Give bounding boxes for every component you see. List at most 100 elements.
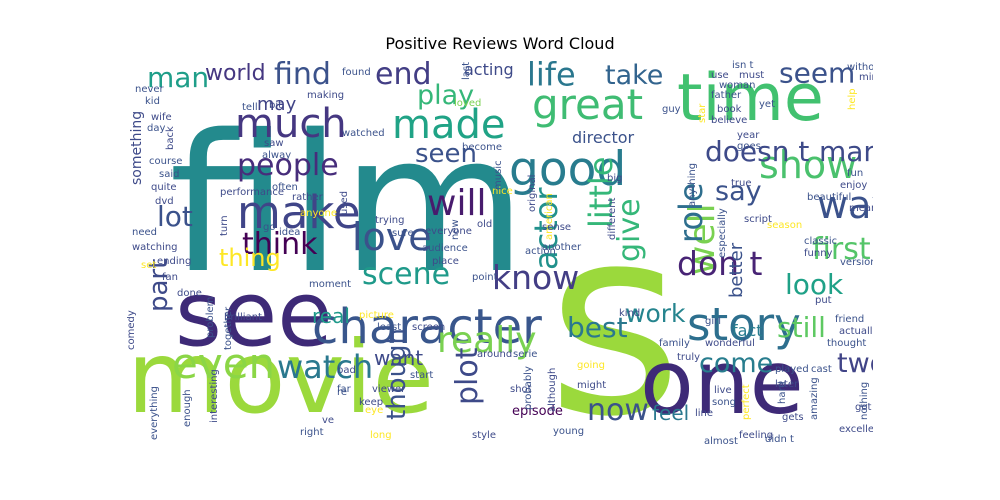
word-alway: alway	[262, 150, 291, 161]
word-fact: fact	[732, 321, 763, 340]
word-though: though	[382, 328, 412, 420]
word-song: song	[712, 397, 736, 408]
word-see: see	[175, 262, 333, 367]
word-amazing: amazing	[809, 377, 820, 420]
word-time: time	[677, 61, 824, 136]
word-director: director	[572, 128, 635, 147]
word-action: action	[525, 246, 556, 257]
word-really: really	[437, 320, 537, 361]
word-got: got	[855, 402, 871, 413]
word-bad: bad	[337, 365, 356, 376]
word-now: now	[587, 393, 649, 428]
word-live: live	[714, 385, 732, 396]
word-plot: plot	[450, 347, 485, 405]
word-ve: ve	[322, 415, 334, 426]
word-goes: goes	[737, 141, 761, 152]
word-first: first	[812, 232, 871, 267]
word-world: world	[205, 61, 266, 86]
word-nothing: nothing	[859, 382, 870, 420]
word-interesting: interesting	[209, 369, 220, 423]
word-everything: everything	[149, 386, 160, 440]
word-well: well	[682, 203, 723, 275]
word-day: day	[147, 123, 165, 134]
word-moment: moment	[309, 279, 351, 290]
word-rather: rather	[292, 192, 324, 203]
chart-title: Positive Reviews Word Cloud	[385, 34, 615, 53]
word-year: year	[737, 130, 760, 141]
word-making: making	[307, 90, 344, 101]
word-set: set	[141, 260, 156, 271]
word-probably: probably	[523, 366, 534, 410]
word-friend: friend	[835, 314, 864, 325]
word-re: re	[337, 387, 347, 398]
word-mean: mean	[849, 203, 873, 214]
word-film: film	[169, 94, 527, 315]
word-people: people	[237, 148, 339, 183]
word-style: style	[472, 430, 496, 441]
word-use: use	[711, 70, 729, 81]
word-better: better	[726, 242, 747, 298]
word-real: real	[312, 304, 350, 328]
word-line: line	[695, 408, 713, 419]
word-watching: watching	[132, 242, 178, 253]
word-turn: turn	[219, 215, 230, 236]
word-guy: guy	[662, 104, 681, 115]
word-best: best	[567, 311, 628, 344]
word-version: version	[840, 257, 873, 268]
word-become: become	[462, 142, 502, 153]
word-one: one	[640, 331, 804, 434]
word-start: start	[410, 370, 433, 381]
word-still: still	[777, 311, 826, 344]
word-young: young	[553, 426, 584, 437]
word-give: give	[612, 198, 647, 262]
word-episode: episode	[512, 404, 563, 419]
word-said: said	[159, 169, 179, 180]
word-say: say	[715, 176, 762, 207]
word-s: s	[547, 172, 682, 460]
word-make: make	[237, 186, 361, 239]
word-thought: thought	[827, 338, 866, 349]
word-found: found	[342, 67, 371, 78]
word-bit: bit	[269, 100, 282, 111]
word-actually: actually	[839, 326, 873, 337]
word-comedy: comedy	[127, 310, 137, 350]
word-don-t: don t	[677, 244, 763, 283]
word-new: new	[450, 219, 461, 240]
word-need: need	[132, 227, 157, 238]
word-anyone: anyone	[300, 208, 337, 219]
word-find: find	[274, 60, 331, 92]
word-old: old	[477, 219, 492, 230]
word-around: around	[477, 349, 512, 360]
word-original: original	[527, 175, 538, 212]
word-put: put	[815, 295, 832, 306]
word-back: back	[165, 126, 176, 150]
word-eye: eye	[365, 405, 383, 416]
word-beautiful: beautiful	[807, 192, 851, 203]
word-without: without	[847, 62, 873, 73]
word-may: may	[257, 94, 297, 115]
word-brilliant: brilliant	[224, 312, 262, 323]
word-big: big	[607, 173, 622, 184]
word-nice: nice	[492, 186, 513, 197]
word-point: point	[472, 272, 498, 283]
word-movie: movie	[127, 319, 434, 436]
word-problem: problem	[205, 297, 216, 338]
word-actor: actor	[527, 187, 565, 270]
word-little: little	[582, 157, 620, 228]
word-isn-t: isn t	[732, 60, 754, 71]
word-mind: mind	[859, 72, 873, 83]
word-never: never	[135, 84, 165, 95]
word-feel: feel	[652, 401, 689, 425]
word-script: script	[744, 214, 772, 225]
word-trying: trying	[375, 215, 404, 226]
word-course: course	[149, 156, 182, 167]
word-even: even	[172, 339, 275, 388]
word-dvd: dvd	[155, 196, 174, 207]
word-music: music	[493, 160, 504, 190]
word-almost: almost	[704, 436, 738, 447]
word-character: character	[312, 299, 542, 355]
word-later: later	[775, 379, 799, 390]
word-used: used	[339, 191, 350, 215]
word-true: true	[731, 178, 752, 189]
